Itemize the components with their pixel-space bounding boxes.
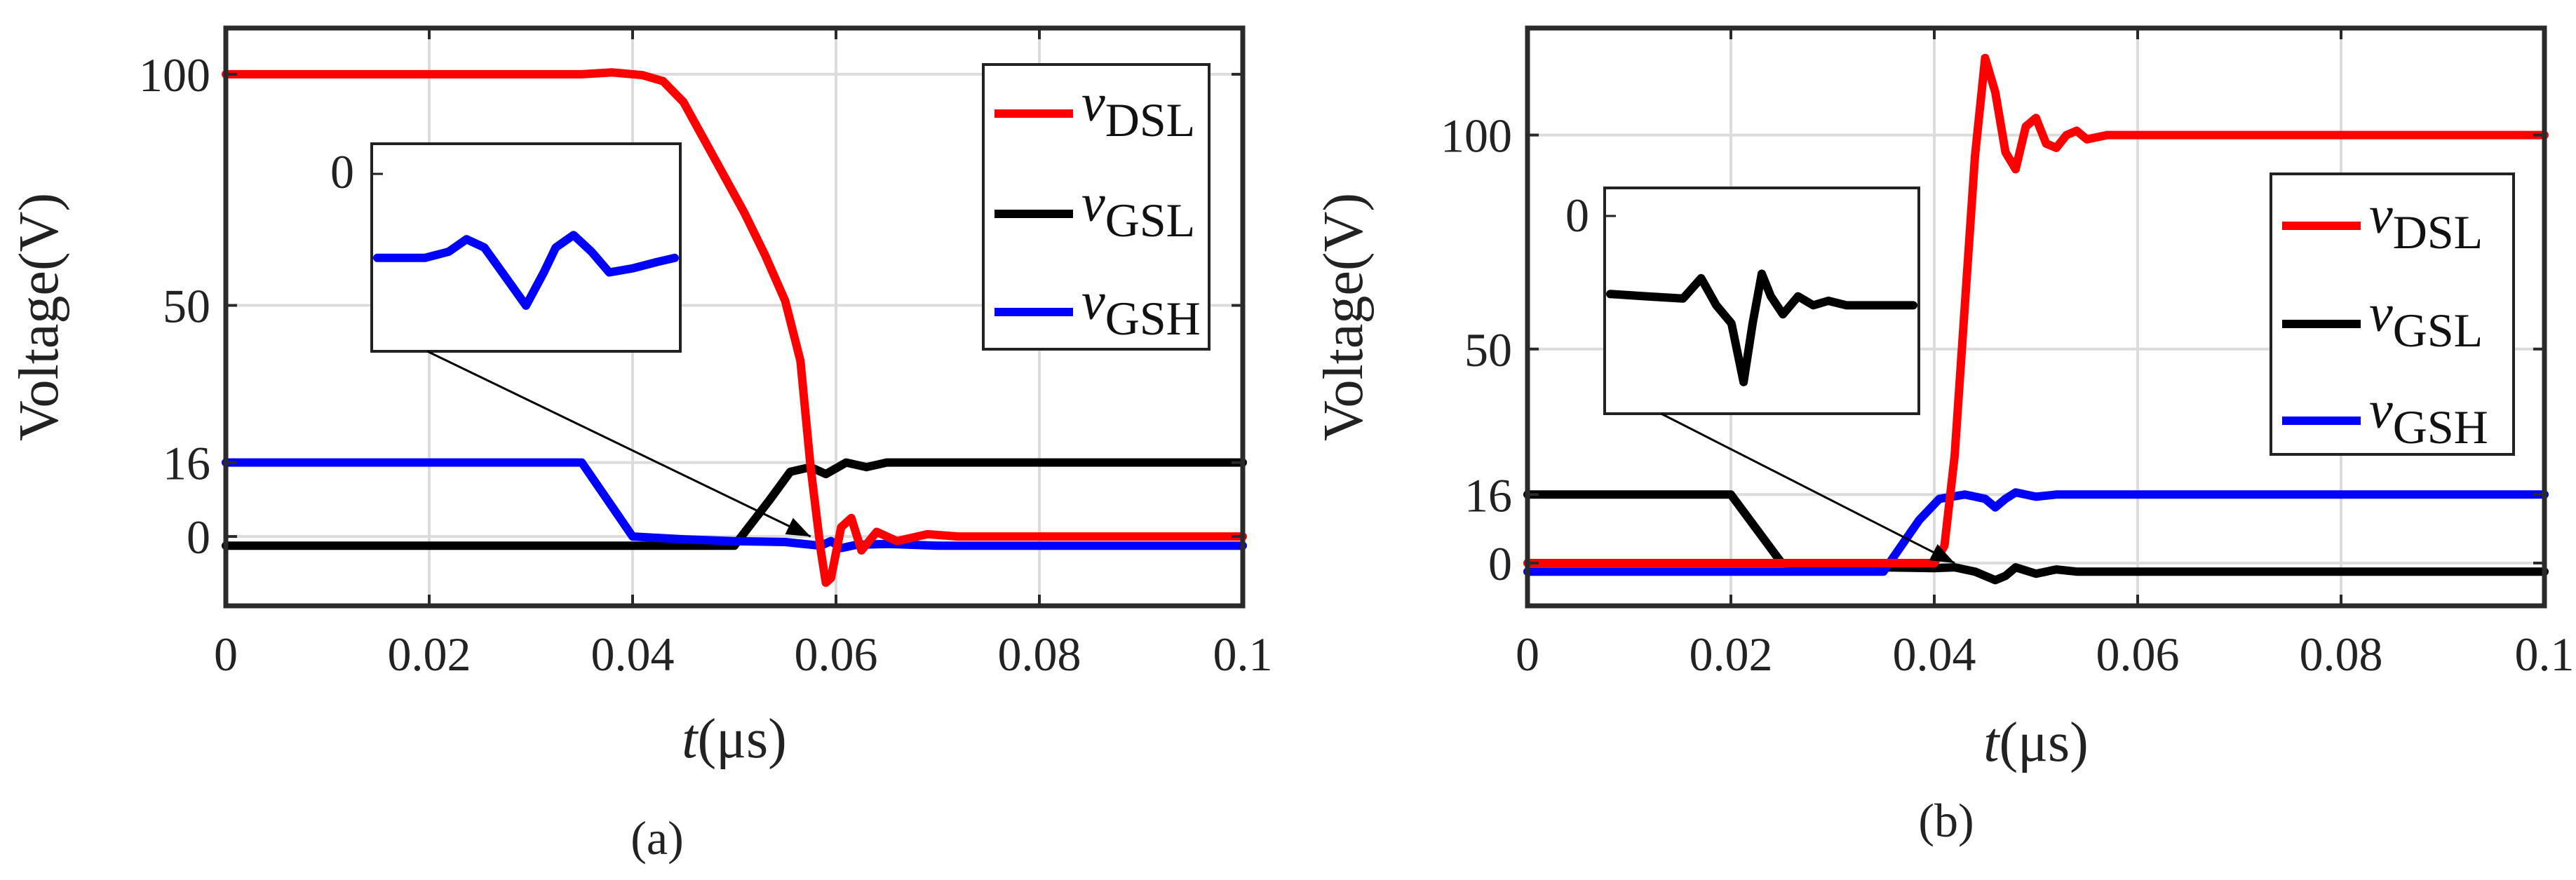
panel-a-x-axis-label: t(μs): [682, 708, 787, 770]
panel-a-legend-sub-vgsh: GSH: [1105, 292, 1201, 345]
panel-a-label: (a): [630, 811, 683, 865]
panel-a-series-vdsl: [222, 68, 1247, 587]
panel-a-legend-entry-vgsl: vGSL: [994, 174, 1195, 247]
panel-a-inset-arrow: [426, 350, 811, 538]
panel-a-legend-entry-vdsl: vDSL: [994, 74, 1195, 147]
panel-a-inset-arrow-line: [426, 350, 811, 538]
panel-a-inset-curve: [373, 231, 679, 310]
panel-a-inset: 0: [330, 142, 811, 538]
panel-a-y-tick-label: 16: [163, 437, 210, 490]
panel-b-y-tick-label: 16: [1464, 468, 1512, 522]
panel-a-inset-arrow-head: [785, 517, 811, 537]
panel-a-x-axis-unit: μs: [716, 708, 768, 770]
panel-a-series: [222, 68, 1247, 587]
panel-b-x-tick-label: 0.06: [2096, 628, 2180, 681]
panel-a-x-tick-label: 0.04: [591, 628, 675, 681]
panel-b-inset-curve: [1606, 269, 1917, 386]
svg-text:vDSL: vDSL: [1081, 74, 1195, 147]
panel-b-label: (b): [1918, 794, 1974, 847]
panel-a-ticks: 0 0.02 0.04 0.06 0.08 0.1 0 16 50 100: [139, 28, 1273, 681]
panel-b-ticks: 0 0.02 0.04 0.06 0.08 0.1 0 16 50 100: [1441, 28, 2575, 681]
panel-a-x-tick-label: 0.02: [388, 628, 471, 681]
panel-a-legend-letter-vgsl: v: [1081, 174, 1105, 233]
panel-b-legend-entry-vgsl: vGSL: [2282, 284, 2483, 357]
panel-a-inset-curve-group: [373, 231, 679, 310]
panel-b-inset-arrow: [1660, 412, 1955, 564]
panel-a-legend-sub-vgsl: GSL: [1105, 194, 1195, 247]
panel-b-legend-entry-vgsh: vGSH: [2282, 381, 2488, 454]
panel-a-x-tick-label: 0.1: [1213, 628, 1273, 681]
panel-b-series: [1523, 53, 2549, 585]
panel-b-x-axis-var: t: [1983, 712, 2000, 773]
panel-b-x-axis-label: t(μs): [1983, 712, 2089, 773]
panel-b-x-tick-label: 0.1: [2515, 628, 2575, 681]
panel-a-y-tick-label: 0: [187, 510, 210, 564]
panel-b-x-axis-unit: μs: [2018, 712, 2070, 773]
panel-a-y-tick-label: 50: [163, 280, 210, 333]
panel-b-inset-arrow-line: [1660, 412, 1955, 564]
panel-b-legend-sub-vdsl: DSL: [2393, 205, 2483, 259]
panel-b-x-tick-label: 0.04: [1893, 628, 1976, 681]
svg-text:vDSL: vDSL: [2369, 186, 2483, 259]
panel-a-legend-letter-vdsl: v: [1081, 74, 1105, 133]
panel-b-legend-sub-vgsh: GSH: [2393, 400, 2488, 454]
panel-b-inset: 0: [1565, 187, 1955, 564]
panel-b-axes-frame: [1525, 25, 2547, 609]
panel-b-series-vgsh: [1523, 488, 2549, 576]
panel-a-legend-entry-vgsh: vGSH: [994, 272, 1201, 345]
panel-b-legend: vDSL vGSL vGSH: [2270, 172, 2515, 456]
svg-text:vGSL: vGSL: [2369, 284, 2483, 357]
panel-b-x-tick-label: 0.02: [1690, 628, 1773, 681]
panel-b-legend-entry-vdsl: vDSL: [2282, 186, 2483, 259]
panel-a-legend-sub-vdsl: DSL: [1105, 93, 1195, 147]
panel-b-legend-letter-vdsl: v: [2369, 186, 2393, 245]
panel-b-y-axis-label: Voltage(V): [1313, 193, 1375, 441]
panel-a-x-tick-label: 0.06: [795, 628, 878, 681]
panel-a-x-tick-label: 0.08: [998, 628, 1081, 681]
panel-a-x-tick-label: 0: [214, 628, 238, 681]
svg-text:vGSH: vGSH: [2369, 381, 2488, 454]
svg-text:vGSH: vGSH: [1081, 272, 1201, 345]
panel-b-legend-sub-vgsl: GSL: [2393, 304, 2483, 357]
panel-a-legend-letter-vgsh: v: [1081, 272, 1105, 331]
panel-a-legend: vDSL vGSL vGSH: [982, 63, 1211, 351]
panel-b-y-tick-label: 0: [1488, 537, 1512, 590]
panel-a-inset-frame: [370, 142, 682, 353]
panel-b-x-tick-label: 0.08: [2300, 628, 2383, 681]
panel-a-series-vgsl: [222, 458, 1247, 550]
panel-b-inset-arrow-head: [1929, 543, 1955, 563]
panel-a-axes-frame: [223, 25, 1246, 609]
panel-b-inset-curve-group: [1606, 269, 1917, 386]
svg-text:vGSL: vGSL: [1081, 174, 1195, 247]
panel-b-legend-letter-vgsl: v: [2369, 284, 2393, 343]
panel-a-legend-box: [982, 63, 1211, 351]
panel-b-legend-letter-vgsh: v: [2369, 381, 2393, 440]
panel-b-x-tick-label: 0: [1516, 628, 1539, 681]
panel-a-inset-ytick-label: 0: [330, 145, 354, 198]
panel-b-legend-box: [2270, 172, 2515, 456]
panel-b-inset-ytick-label: 0: [1565, 189, 1589, 242]
panel-a-x-axis-var: t: [682, 708, 699, 770]
panel-b-y-tick-label: 100: [1441, 109, 1512, 163]
panel-b-y-tick-label: 50: [1464, 323, 1512, 377]
panel-a-y-tick-label: 100: [139, 48, 210, 102]
panel-b-series-vdsl: [1523, 53, 2549, 567]
panel-a-y-axis-label: Voltage(V): [8, 193, 70, 441]
